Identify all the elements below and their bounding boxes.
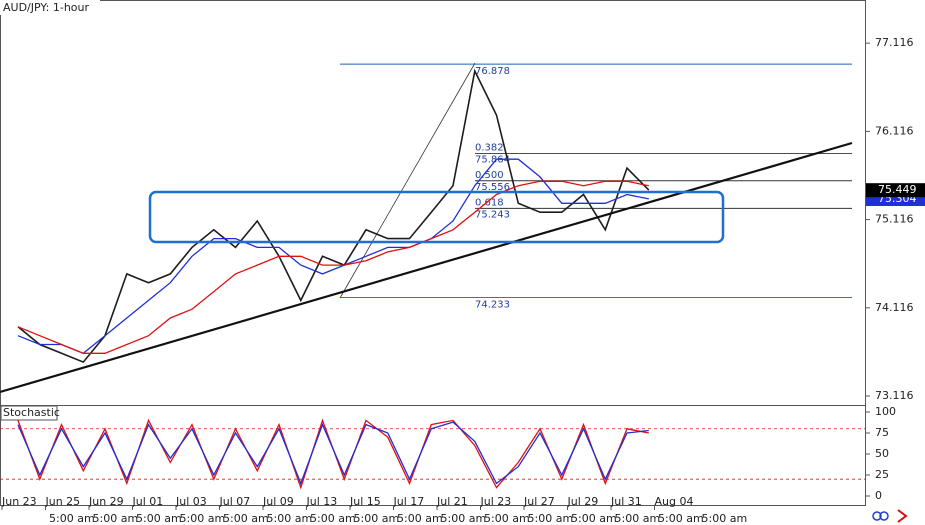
fib-price: 75.243: [475, 209, 510, 220]
x-tick-label: Jun 29: [88, 495, 124, 508]
price-tag-label: 75.449: [878, 183, 917, 196]
price-tag: [866, 183, 925, 198]
x-tick-label: Jul 03: [175, 495, 207, 508]
x-tick-label: Aug 04: [655, 495, 694, 508]
series-line: [17, 421, 649, 486]
fib-price: 75.864: [475, 155, 510, 166]
x-tick-label: Jul 17: [393, 495, 425, 508]
chart-title: AUD/JPY: 1-hour: [3, 1, 89, 14]
y-tick-label: 0: [875, 489, 882, 502]
x-tick-label: Jul 29: [567, 495, 599, 508]
y-tick-label: 76.116: [875, 124, 914, 137]
x-tick-label: Jul 27: [523, 495, 555, 508]
x-time-label: 5:00 am: [223, 512, 269, 525]
x-time-label: 5:00 am: [354, 512, 400, 525]
fib-ratio: 0.500: [475, 170, 504, 181]
x-time-label: 5:00 am: [93, 512, 139, 525]
icons[interactable]: [872, 509, 908, 523]
trendline: [0, 141, 853, 394]
y-tick-label: 50: [875, 447, 889, 460]
x-time-label: 5:00 am: [484, 512, 530, 525]
link-icon[interactable]: [879, 511, 889, 521]
fib-price: 76.878: [475, 66, 510, 77]
fib-price: 75.556: [475, 182, 510, 193]
range-box: [148, 190, 725, 244]
x-time-label: 5:00 am: [310, 512, 356, 525]
series-line: [17, 68, 650, 364]
y-tick-label: 25: [875, 468, 889, 481]
x-time-label: 5:00 am: [441, 512, 487, 525]
sub-frame: [0, 405, 866, 506]
link-icon[interactable]: [872, 511, 882, 521]
x-tick-label: Jun 23: [1, 495, 37, 508]
x-tick-label: Jul 31: [610, 495, 642, 508]
y-tick-label: 75: [875, 426, 889, 439]
fib-diagonal: [339, 62, 476, 299]
title-bg: [0, 0, 100, 15]
y-tick-label: 73.116: [875, 389, 914, 402]
x-tick-label: Jul 15: [349, 495, 381, 508]
x-tick-label: Jun 25: [45, 495, 81, 508]
x-tick-label: Jul 07: [219, 495, 251, 508]
fib-ratio: 0.382: [475, 143, 504, 154]
x-tick-label: Jul 21: [436, 495, 468, 508]
x-time-label: 5:00 am: [571, 512, 617, 525]
x-time-label: 5:00 am: [49, 512, 95, 525]
x-time-label: 5:00 am: [136, 512, 182, 525]
x-tick-label: Jul 01: [132, 495, 164, 508]
sub-title: Stochastic: [3, 406, 60, 419]
sub-title-bg: [0, 405, 58, 421]
x-time-label: 5:00 am: [180, 512, 226, 525]
x-time-label: 5:00 am: [397, 512, 443, 525]
arrow-icon[interactable]: [897, 509, 908, 523]
fib-ratio: 0.618: [475, 197, 504, 208]
y-tick-label: 77.116: [875, 36, 914, 49]
y-tick-label: 75.116: [875, 213, 914, 226]
x-time-label: 5:00 am: [528, 512, 574, 525]
x-time-label: 5:00 am: [702, 512, 748, 525]
x-time-label: 5:00 am: [615, 512, 661, 525]
y-tick-label: 74.116: [875, 301, 914, 314]
x-tick-label: Jul 23: [480, 495, 512, 508]
x-time-label: 5:00 am: [658, 512, 704, 525]
fib-price: 74.233: [475, 299, 510, 310]
series-line: [17, 180, 649, 354]
x-time-label: 5:00 am: [267, 512, 313, 525]
x-tick-label: Jul 09: [262, 495, 294, 508]
y-tick-label: 100: [875, 405, 896, 418]
x-tick-label: Jul 13: [306, 495, 338, 508]
